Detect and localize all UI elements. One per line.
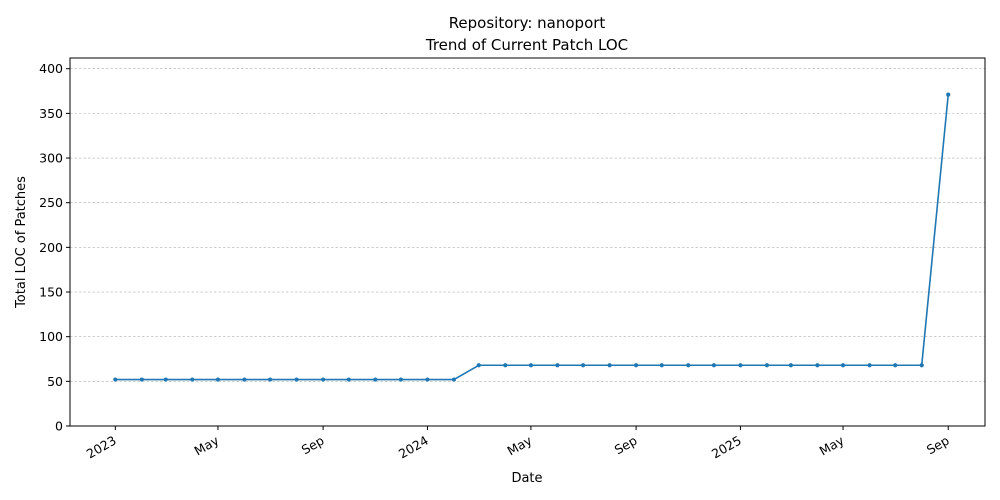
- y-tick-label: 100: [39, 329, 63, 344]
- data-point: [321, 377, 326, 382]
- data-point: [634, 363, 639, 368]
- x-tick-label: 2024: [396, 433, 431, 462]
- data-point: [294, 377, 299, 382]
- data-point: [346, 377, 351, 382]
- data-point: [659, 363, 664, 368]
- data-point: [528, 363, 534, 368]
- x-tick-label: 2023: [84, 433, 119, 462]
- x-tick-label: May: [505, 432, 535, 458]
- x-tick-label: May: [817, 432, 847, 458]
- grid-lines: [70, 68, 985, 427]
- x-axis-label: Date: [511, 471, 542, 486]
- x-tick-label: Sep: [612, 433, 640, 458]
- y-tick-label: 0: [55, 419, 63, 434]
- y-axis-ticks: 0 50 100 150 200 250 300 350 400: [39, 61, 70, 434]
- data-point: [764, 363, 770, 368]
- x-tick-label: Sep: [924, 433, 952, 458]
- data-point: [242, 377, 247, 382]
- data-point: [867, 363, 872, 368]
- y-axis-label: Total LOC of Patches: [14, 176, 29, 309]
- x-tick-label: May: [192, 432, 222, 458]
- data-point: [788, 363, 793, 368]
- plot-frame: [69, 57, 986, 427]
- data-point: [607, 363, 612, 368]
- data-point: [451, 377, 457, 382]
- x-axis-ticks: 2023 May Sep 2024 May Sep 2025 May Sep: [84, 426, 952, 462]
- data-point: [425, 377, 430, 382]
- data-point: [113, 377, 118, 382]
- data-point: [893, 363, 898, 368]
- data-point: [190, 377, 195, 382]
- data-point: [840, 363, 846, 368]
- data-point: [919, 363, 924, 368]
- data-point: [398, 377, 404, 382]
- y-tick-label: 400: [39, 61, 63, 76]
- data-point: [215, 377, 221, 382]
- data-point: [373, 377, 378, 382]
- data-point: [555, 363, 560, 368]
- chart-title: Repository: nanoport: [449, 14, 606, 32]
- chart-subtitle: Trend of Current Patch LOC: [425, 36, 628, 54]
- y-tick-label: 150: [39, 285, 63, 300]
- data-point: [686, 363, 691, 368]
- data-point: [163, 377, 168, 382]
- data-point: [476, 363, 481, 368]
- x-tick-label: Sep: [299, 433, 327, 458]
- data-point: [946, 92, 951, 97]
- y-tick-label: 200: [39, 240, 63, 255]
- data-point: [580, 363, 586, 368]
- y-tick-label: 300: [39, 151, 63, 166]
- data-point: [815, 363, 820, 368]
- y-tick-label: 350: [39, 106, 63, 121]
- x-tick-label: 2025: [709, 433, 744, 462]
- y-tick-label: 50: [47, 374, 63, 389]
- data-point: [738, 363, 743, 368]
- y-tick-label: 250: [39, 195, 63, 210]
- data-point: [268, 377, 273, 382]
- data-point: [711, 363, 717, 368]
- data-points: [113, 92, 951, 382]
- data-point: [503, 363, 508, 368]
- data-point: [139, 377, 144, 382]
